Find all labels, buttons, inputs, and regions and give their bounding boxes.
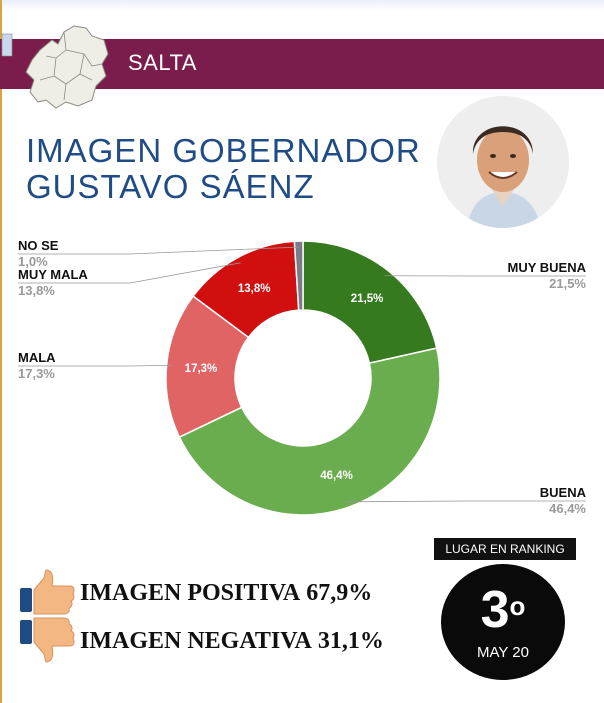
negative-summary: IMAGEN NEGATIVA 31,1% bbox=[18, 616, 384, 666]
legend-value-muy-mala: 13,8% bbox=[18, 283, 55, 298]
region-title: SALTA bbox=[128, 50, 197, 75]
positive-summary: IMAGEN POSITIVA 67,9% bbox=[18, 568, 378, 618]
thumbs-up-icon bbox=[20, 569, 75, 615]
slice-value-mala: 17,3% bbox=[185, 363, 218, 375]
slice-value-muy-buena: 21,5% bbox=[351, 293, 384, 305]
left-edge bbox=[0, 0, 2, 703]
donut-chart: 21,5%MUY BUENA21,5%46,4%BUENA46,4%17,3%M… bbox=[18, 238, 587, 516]
slice-value-muy-mala: 13,8% bbox=[238, 283, 271, 295]
leader-line bbox=[345, 500, 586, 503]
ranking-label: LUGAR EN RANKING bbox=[434, 538, 576, 560]
legend-value-buena: 46,4% bbox=[549, 501, 586, 516]
leader-line bbox=[18, 364, 173, 367]
top-strip bbox=[0, 0, 604, 10]
positive-label: IMAGEN POSITIVA bbox=[80, 580, 301, 606]
negative-label: IMAGEN NEGATIVA bbox=[80, 628, 312, 654]
legend-label-muy-buena: MUY BUENA bbox=[508, 260, 587, 275]
legend-label-muy-mala: MUY MALA bbox=[18, 267, 88, 282]
ranking-suffix: o bbox=[509, 591, 526, 621]
ranking-badge: 3o MAY 20 bbox=[441, 564, 565, 680]
thumbs-down-icon bbox=[20, 617, 75, 663]
legend-value-no-se: 1,0% bbox=[18, 254, 48, 269]
legend-label-mala: MALA bbox=[18, 350, 56, 365]
legend-label-no-se: NO SE bbox=[18, 238, 59, 253]
title-line-2: GUSTAVO SÁENZ bbox=[26, 168, 315, 205]
slice-mala bbox=[165, 295, 250, 439]
positive-value: 67,9% bbox=[306, 580, 373, 606]
title-line-1: IMAGEN GOBERNADOR bbox=[26, 132, 421, 169]
slice-value-buena: 46,4% bbox=[320, 470, 353, 482]
slice-muy-buena bbox=[302, 240, 438, 365]
legend-value-muy-buena: 21,5% bbox=[549, 276, 586, 291]
governor-photo bbox=[437, 96, 569, 228]
page-title: IMAGEN GOBERNADOR GUSTAVO SÁENZ bbox=[26, 133, 421, 205]
slice-no-se bbox=[293, 240, 304, 311]
ranking-date: MAY 20 bbox=[477, 644, 529, 661]
slice-buena bbox=[178, 347, 441, 516]
legend-label-buena: BUENA bbox=[540, 485, 587, 500]
province-map-icon bbox=[1, 25, 109, 109]
negative-value: 31,1% bbox=[317, 628, 384, 654]
leader-line bbox=[18, 262, 241, 284]
leader-line bbox=[18, 246, 299, 255]
legend-value-mala: 17,3% bbox=[18, 366, 55, 381]
ranking-position: 3 bbox=[480, 581, 510, 639]
